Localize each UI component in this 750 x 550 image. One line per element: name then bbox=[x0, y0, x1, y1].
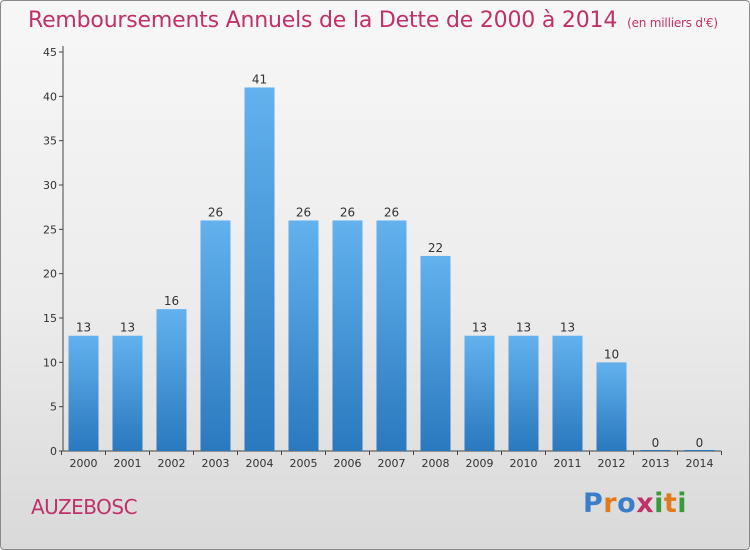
data-label: 13 bbox=[120, 321, 135, 335]
y-tick-label: 35 bbox=[43, 135, 57, 148]
x-tick-label: 2007 bbox=[378, 457, 406, 470]
data-label: 13 bbox=[560, 321, 575, 335]
bar bbox=[332, 220, 363, 451]
logo-letter: P bbox=[583, 488, 604, 519]
x-tick-label: 2006 bbox=[334, 457, 362, 470]
bar bbox=[112, 335, 143, 451]
data-label: 26 bbox=[208, 205, 223, 219]
y-tick-label: 15 bbox=[43, 312, 57, 325]
y-tick-label: 5 bbox=[50, 401, 57, 414]
chart-unit: (en milliers d'€) bbox=[627, 16, 718, 30]
x-tick-label: 2012 bbox=[598, 457, 626, 470]
bar bbox=[596, 362, 627, 451]
x-tick-label: 2011 bbox=[554, 457, 582, 470]
bar bbox=[288, 220, 319, 451]
x-tick-label: 2000 bbox=[70, 457, 98, 470]
x-tick-label: 2003 bbox=[202, 457, 230, 470]
logo-letter: i bbox=[677, 488, 688, 519]
x-tick-label: 2013 bbox=[642, 457, 670, 470]
x-tick-label: 2014 bbox=[686, 457, 714, 470]
bar bbox=[244, 87, 275, 451]
data-label: 26 bbox=[296, 205, 311, 219]
bar bbox=[68, 335, 99, 451]
logo-letter: x bbox=[636, 488, 655, 519]
x-tick-label: 2001 bbox=[114, 457, 142, 470]
bar bbox=[508, 335, 539, 451]
y-tick-label: 40 bbox=[43, 90, 57, 103]
y-tick-label: 20 bbox=[43, 268, 57, 281]
y-tick-label: 30 bbox=[43, 179, 57, 192]
data-label: 0 bbox=[696, 436, 704, 450]
data-label: 13 bbox=[516, 321, 531, 335]
y-tick-label: 45 bbox=[43, 46, 57, 59]
data-label: 16 bbox=[164, 294, 179, 308]
data-label: 22 bbox=[428, 241, 443, 255]
bar bbox=[376, 220, 407, 451]
chart-title-text: Remboursements Annuels de la Dette de 20… bbox=[28, 8, 618, 33]
data-label: 26 bbox=[340, 205, 355, 219]
y-tick-label: 0 bbox=[50, 445, 57, 458]
x-tick-label: 2005 bbox=[290, 457, 318, 470]
logo-letter: i bbox=[654, 488, 664, 519]
x-tick-label: 2010 bbox=[510, 457, 538, 470]
data-label: 41 bbox=[252, 72, 267, 86]
chart-title: Remboursements Annuels de la Dette de 20… bbox=[28, 8, 718, 33]
x-tick-label: 2009 bbox=[466, 457, 494, 470]
bar bbox=[552, 335, 583, 451]
x-tick-label: 2002 bbox=[158, 457, 186, 470]
proxiti-logo: Proxiti bbox=[583, 488, 687, 519]
logo-letter: r bbox=[603, 488, 618, 519]
data-label: 26 bbox=[384, 205, 399, 219]
logo-letter: o bbox=[617, 488, 637, 519]
data-label: 0 bbox=[652, 436, 660, 450]
x-tick-label: 2004 bbox=[246, 457, 274, 470]
data-label: 10 bbox=[604, 347, 619, 361]
bar bbox=[464, 335, 495, 451]
data-label: 13 bbox=[472, 321, 487, 335]
y-tick-label: 10 bbox=[43, 356, 57, 369]
y-tick-label: 25 bbox=[43, 223, 57, 236]
bar bbox=[156, 309, 187, 451]
x-tick-label: 2008 bbox=[422, 457, 450, 470]
commune-name: AUZEBOSC bbox=[31, 495, 138, 519]
logo-letter: t bbox=[663, 488, 678, 519]
data-label: 13 bbox=[76, 321, 91, 335]
bar bbox=[200, 220, 231, 451]
bar bbox=[420, 255, 451, 451]
